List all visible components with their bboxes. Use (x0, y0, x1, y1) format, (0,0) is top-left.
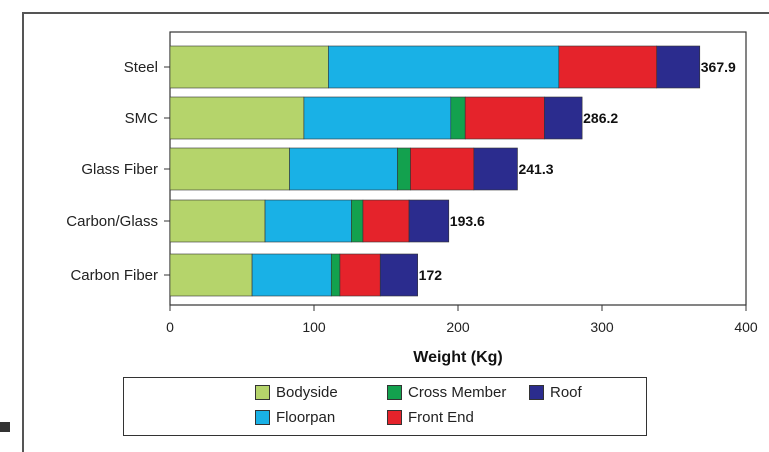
legend-label: Cross Member (408, 384, 507, 401)
legend-item-front-end: Front End (387, 409, 474, 426)
bar-glass-fiber-roof (473, 147, 518, 191)
bar-carbon-fiber-roof (379, 253, 418, 297)
legend-swatch (529, 385, 544, 400)
bar-carbon-glass-roof (408, 199, 450, 243)
bar-carbon-glass-bodyside (169, 199, 266, 243)
bar-smc-front-end (464, 96, 545, 140)
bar-group (169, 45, 701, 297)
legend-swatch (255, 385, 270, 400)
legend-item-floorpan: Floorpan (255, 409, 335, 426)
x-tick-label: 0 (166, 319, 174, 335)
category-labels: Steel SMC Glass Fiber Carbon/Glass Carbon Fi… (66, 59, 170, 284)
category-label-smc: SMC (125, 110, 159, 127)
total-label-steel: 367.9 (701, 59, 736, 75)
bar-steel-floorpan (328, 45, 560, 89)
bar-steel-bodyside (169, 45, 329, 89)
bar-steel-roof (656, 45, 701, 89)
legend-swatch (387, 385, 402, 400)
legend-label: Bodyside (276, 384, 338, 401)
total-labels: 367.9 286.2 241.3 193.6 172 (419, 59, 736, 283)
bar-glass-fiber-front-end (410, 147, 475, 191)
x-tick-label: 100 (302, 319, 326, 335)
bar-carbon-glass-cross-member (351, 199, 364, 243)
bar-smc-roof (544, 96, 583, 140)
total-label-glass-fiber: 241.3 (518, 161, 553, 177)
legend-item-roof: Roof (529, 384, 582, 401)
bar-carbon-fiber-cross-member (330, 253, 341, 297)
bar-carbon-glass-floorpan (264, 199, 352, 243)
legend-label: Roof (550, 384, 582, 401)
category-label-carbon-glass: Carbon/Glass (66, 213, 158, 230)
bar-smc-floorpan (303, 96, 452, 140)
total-label-smc: 286.2 (583, 110, 618, 126)
legend-item-cross-member: Cross Member (387, 384, 506, 401)
legend: Bodyside Cross Member Roof Floorpan Front En… (123, 377, 647, 436)
bar-glass-fiber-cross-member (397, 147, 411, 191)
legend-swatch (255, 410, 270, 425)
legend-label: Floorpan (276, 409, 336, 426)
x-axis-title: Weight (Kg) (413, 349, 502, 366)
bar-carbon-fiber-floorpan (251, 253, 332, 297)
legend-label: Front End (408, 409, 474, 426)
total-label-carbon-glass: 193.6 (450, 213, 485, 229)
legend-item-bodyside: Bodyside (255, 384, 338, 401)
figure-frame (22, 12, 769, 452)
category-label-glass-fiber: Glass Fiber (81, 161, 158, 178)
x-tick-label: 200 (446, 319, 470, 335)
x-tick-label: 300 (590, 319, 614, 335)
bar-carbon-glass-front-end (362, 199, 410, 243)
bar-carbon-fiber-bodyside (169, 253, 253, 297)
total-label-carbon-fiber: 172 (419, 267, 443, 283)
bar-glass-fiber-bodyside (169, 147, 290, 191)
category-label-steel: Steel (124, 59, 158, 76)
bar-smc-cross-member (450, 96, 466, 140)
category-label-carbon-fiber: Carbon Fiber (70, 267, 158, 284)
legend-swatch (387, 410, 402, 425)
x-axis-ticks: 0 100 200 300 400 (166, 305, 758, 335)
bar-smc-bodyside (169, 96, 305, 140)
x-tick-label: 400 (734, 319, 758, 335)
bar-carbon-fiber-front-end (339, 253, 381, 297)
bar-glass-fiber-floorpan (289, 147, 398, 191)
bar-steel-front-end (558, 45, 658, 89)
edge-mark (0, 422, 10, 432)
